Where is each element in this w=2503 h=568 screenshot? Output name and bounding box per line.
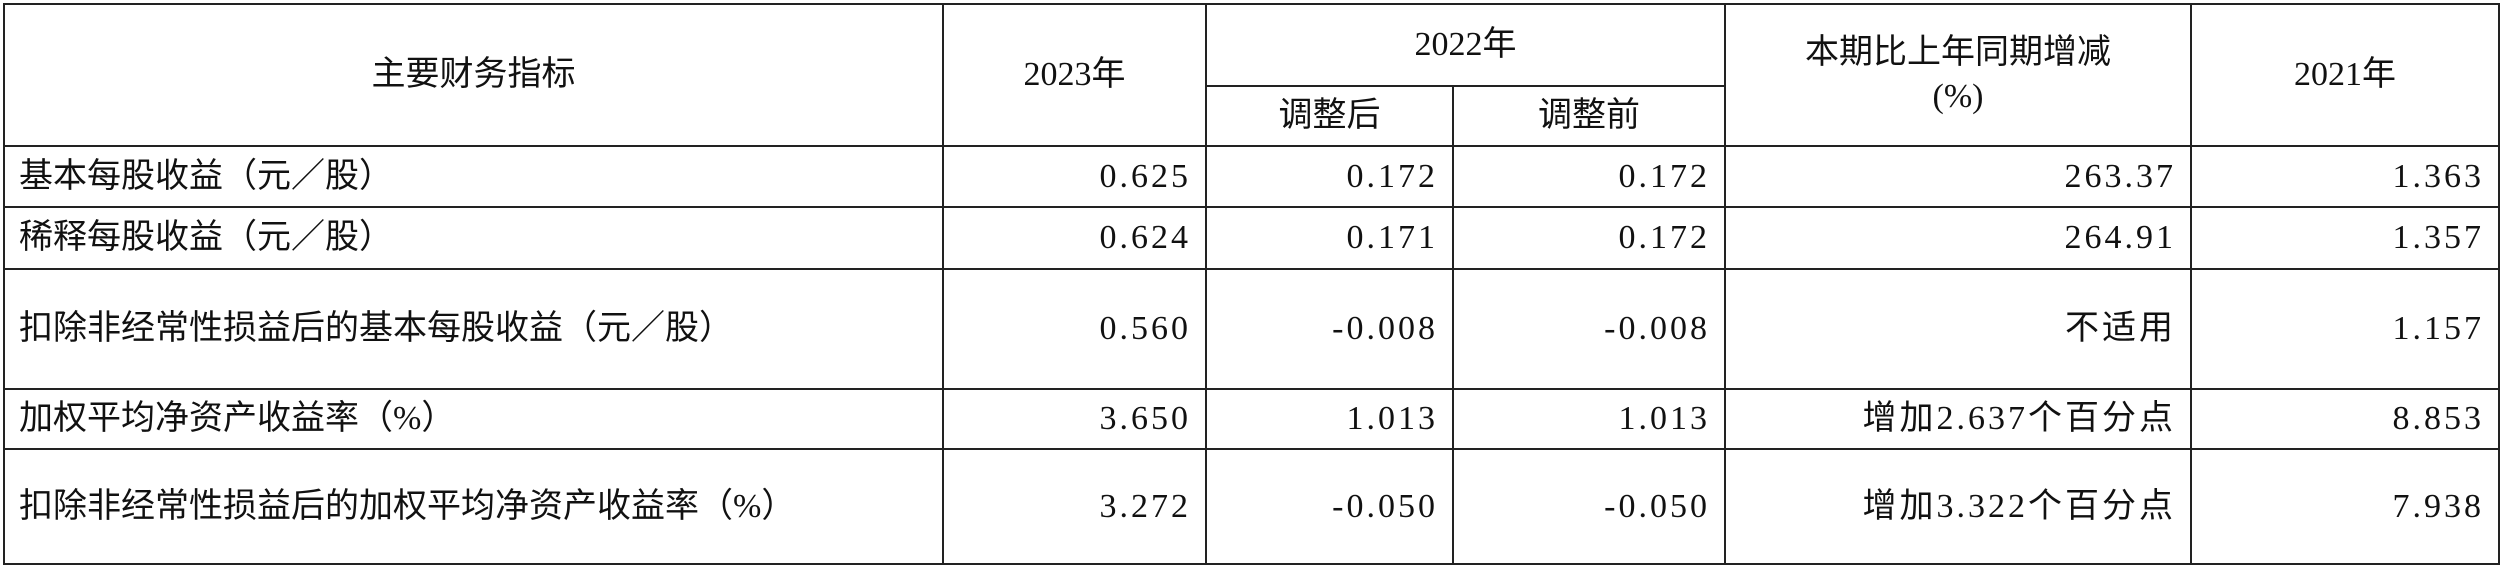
- cell: 0.172: [1205, 145, 1454, 208]
- cell: -0.050: [1452, 448, 1726, 565]
- header-cell: 2023年: [942, 3, 1207, 147]
- cell: 264.91: [1724, 206, 2192, 270]
- cell: 0.172: [1452, 145, 1726, 208]
- data-row: 稀释每股收益（元／股） 0.624 0.171 0.172 264.91 1.357: [3, 206, 2500, 270]
- header-line: (%): [1932, 78, 1984, 115]
- header-row: 主要财务指标 2023年 2022年 本期比上年同期增减 (%) 2021年: [3, 3, 2500, 147]
- cell: 0.171: [1205, 206, 1454, 270]
- cell: 0.172: [1452, 206, 1726, 270]
- cell: 0.625: [942, 145, 1207, 208]
- cell: -0.050: [1205, 448, 1454, 565]
- cell: 1.013: [1205, 388, 1454, 450]
- header-cell: 调整后: [1205, 85, 1454, 147]
- data-row: 扣除非经常性损益后的基本每股收益（元／股） 0.560 -0.008 -0.008 不适…: [3, 268, 2500, 390]
- cell: 1.157: [2190, 268, 2500, 390]
- header-row: 调整后 调整前: [4, 85, 2499, 147]
- cell: -0.008: [1452, 268, 1726, 390]
- cell: 增加3.322个百分点: [1724, 448, 2192, 565]
- cell: -0.008: [1205, 268, 1454, 390]
- cell: 1.363: [2190, 145, 2500, 208]
- header-cell: 调整前: [1452, 85, 1726, 147]
- row-label: 扣除非经常性损益后的加权平均净资产收益率（%）: [3, 448, 944, 565]
- header-cell: 本期比上年同期增减 (%): [1724, 3, 2192, 147]
- header-line: 本期比上年同期增减: [1805, 34, 2111, 71]
- cell: 1.357: [2190, 206, 2500, 270]
- cell: 3.272: [942, 448, 1207, 565]
- cell: 0.560: [942, 268, 1207, 390]
- data-row: 加权平均净资产收益率（%） 3.650 1.013 1.013 增加2.637个百分点 8…: [3, 388, 2500, 450]
- cell: 7.938: [2190, 448, 2500, 565]
- cell: 1.013: [1452, 388, 1726, 450]
- row-label: 基本每股收益（元／股）: [3, 145, 944, 208]
- row-label: 稀释每股收益（元／股）: [3, 206, 944, 270]
- financial-table: 主要财务指标 2023年 2022年 本期比上年同期增减 (%) 2021年 调整…: [3, 3, 2500, 565]
- cell: 不适用: [1724, 268, 2192, 390]
- row-label: 加权平均净资产收益率（%）: [3, 388, 944, 450]
- cell: 263.37: [1724, 145, 2192, 208]
- header-cell: 2022年: [1205, 3, 1726, 87]
- header-cell: 主要财务指标: [3, 3, 944, 147]
- header-cell: 2021年: [2190, 3, 2500, 147]
- cell: 8.853: [2190, 388, 2500, 450]
- cell: 增加2.637个百分点: [1724, 388, 2192, 450]
- data-row: 扣除非经常性损益后的加权平均净资产收益率（%） 3.272 -0.050 -0.050…: [3, 448, 2500, 565]
- row-label: 扣除非经常性损益后的基本每股收益（元／股）: [3, 268, 944, 390]
- data-row: 基本每股收益（元／股） 0.625 0.172 0.172 263.37 1.363: [3, 145, 2500, 208]
- cell: 0.624: [942, 206, 1207, 270]
- cell: 3.650: [942, 388, 1207, 450]
